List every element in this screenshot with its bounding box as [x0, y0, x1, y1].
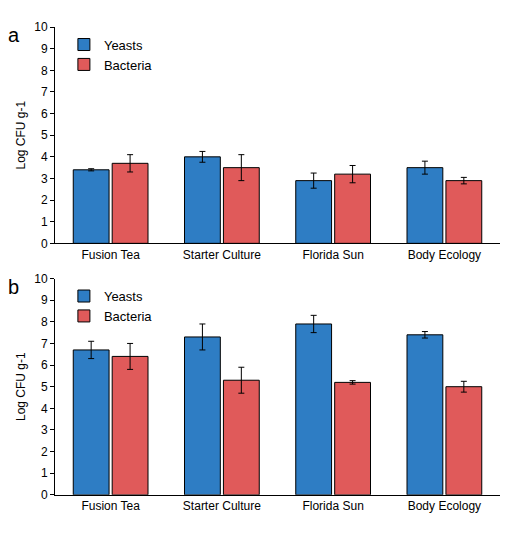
svg-text:5: 5 — [41, 128, 48, 142]
svg-text:1: 1 — [41, 466, 48, 480]
svg-text:Fusion Tea: Fusion Tea — [81, 499, 140, 513]
svg-text:9: 9 — [41, 293, 48, 307]
svg-text:2: 2 — [41, 193, 48, 207]
svg-text:2: 2 — [41, 445, 48, 459]
svg-text:6: 6 — [41, 358, 48, 372]
svg-text:Florida Sun: Florida Sun — [302, 499, 363, 513]
svg-text:4: 4 — [41, 150, 48, 164]
svg-text:1: 1 — [41, 215, 48, 229]
svg-text:Yeasts: Yeasts — [104, 289, 143, 304]
svg-text:4: 4 — [41, 402, 48, 416]
svg-text:Yeasts: Yeasts — [104, 38, 143, 53]
svg-text:0: 0 — [41, 488, 48, 502]
svg-text:b: b — [8, 276, 19, 298]
svg-text:0: 0 — [41, 237, 48, 251]
svg-text:Body Ecology: Body Ecology — [408, 499, 481, 513]
svg-text:10: 10 — [34, 20, 48, 34]
svg-text:Florida Sun: Florida Sun — [302, 248, 363, 262]
svg-text:Log CFU g-1: Log CFU g-1 — [14, 101, 28, 170]
svg-text:Log CFU g-1: Log CFU g-1 — [14, 352, 28, 421]
svg-text:6: 6 — [41, 107, 48, 121]
svg-text:Starter Culture: Starter Culture — [183, 499, 261, 513]
svg-text:Body Ecology: Body Ecology — [408, 248, 481, 262]
svg-text:7: 7 — [41, 337, 48, 351]
svg-text:10: 10 — [34, 272, 48, 286]
svg-text:8: 8 — [41, 64, 48, 78]
svg-text:3: 3 — [41, 172, 48, 186]
svg-text:a: a — [8, 24, 20, 46]
svg-text:Bacteria: Bacteria — [104, 57, 152, 72]
svg-text:Bacteria: Bacteria — [104, 309, 152, 324]
svg-text:Starter Culture: Starter Culture — [183, 248, 261, 262]
svg-text:Fusion Tea: Fusion Tea — [81, 248, 140, 262]
svg-text:9: 9 — [41, 42, 48, 56]
svg-text:5: 5 — [41, 380, 48, 394]
svg-text:8: 8 — [41, 315, 48, 329]
svg-text:3: 3 — [41, 423, 48, 437]
svg-text:7: 7 — [41, 85, 48, 99]
